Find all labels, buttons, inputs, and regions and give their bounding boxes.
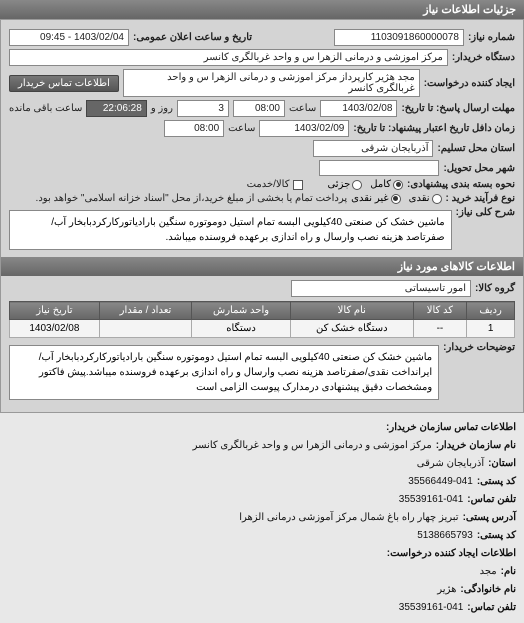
city-label: شهر محل تحویل: [443, 163, 515, 174]
radio-part[interactable]: جزئی [327, 179, 362, 190]
family-label: نام خانوادگی: [460, 581, 516, 598]
deadline-date: 1403/02/08 [320, 100, 397, 117]
need-no-label: شماره نیاز: [468, 32, 515, 43]
desc-text: ماشین خشک کن صنعتی 40کیلویی البسه تمام ا… [9, 210, 452, 250]
city-field [319, 160, 439, 176]
requester-field: مجد هژیر کارپرداز مرکز اموزشی و درمانی ا… [123, 69, 420, 97]
day-count: 3 [177, 100, 229, 117]
addr-value: تبریز چهار راه باغ شمال مرکز آموزشی درما… [239, 509, 458, 526]
radio-credit[interactable]: غیر نقدی [351, 193, 400, 204]
publish-field: 1403/02/04 - 09:45 [9, 29, 129, 46]
radio-part-dot [352, 180, 362, 190]
publish-label: تاریخ و ساعت اعلان عمومی: [133, 32, 252, 43]
radio-cash-dot [432, 194, 442, 204]
requester-label: ایجاد کننده درخواست: [424, 78, 515, 89]
validity-time: 08:00 [164, 120, 224, 137]
main-panel: شماره نیاز: 1103091860000078 تاریخ و ساع… [0, 19, 524, 413]
radio-cash[interactable]: نقدی [409, 193, 442, 204]
desc-label: شرح کلی نیاز: [456, 207, 515, 218]
need-no-field: 1103091860000078 [334, 29, 464, 46]
item-group-label: گروه کالا: [475, 283, 515, 294]
buyer-field: مرکز اموزشی و درمانی الزهرا س و واحد غرب… [9, 49, 448, 66]
post2-value: 5138665793 [417, 527, 473, 544]
tel2-label: تلفن تماس: [467, 599, 516, 616]
province-field: آذربایجان شرقی [313, 140, 433, 157]
buyer-notes: ماشین خشک کن صنعتی 40کیلویی البسه تمام ا… [9, 345, 439, 400]
table-header-row: ردیف کد کالا نام کالا واحد شمارش تعداد /… [10, 302, 515, 320]
validity-label: زمان دافل تاریخ اعتبار پیشنهاد: تا تاریخ… [353, 123, 515, 134]
panel-title: جزئیات اطلاعات نیاز [0, 0, 524, 19]
day-unit: روز و [151, 103, 173, 114]
radio-credit-label: غیر نقدی [351, 193, 388, 204]
cell-unit: دستگاه [192, 320, 291, 338]
remain-time: 22:06:28 [86, 100, 146, 117]
cell-row: 1 [467, 320, 515, 338]
col-name: نام کالا [290, 302, 413, 320]
radio-cash-label: نقدی [409, 193, 430, 204]
buyer-label: دستگاه خریدار: [452, 52, 515, 63]
col-qty: تعداد / مقدار [99, 302, 191, 320]
item-group-field: امور تاسیساتی [291, 280, 471, 297]
cell-qty [99, 320, 191, 338]
tel-value: 35539161-041 [399, 491, 464, 508]
radio-part-label: جزئی [327, 179, 350, 190]
cell-code: -- [413, 320, 467, 338]
deadline-label: مهلت ارسال پاسخ: تا تاریخ: [401, 103, 515, 114]
radio-full-label: کامل [370, 179, 391, 190]
radio-full-dot [393, 180, 403, 190]
col-date: تاریخ نیاز [10, 302, 100, 320]
pack-label: نحوه بسته بندی پیشنهادی: [407, 179, 515, 190]
col-row: ردیف [467, 302, 515, 320]
paymode-group: نقدی غیر نقدی [351, 193, 441, 204]
tel-label: تلفن تماس: [467, 491, 516, 508]
time-label-1: ساعت [289, 103, 316, 114]
name-label: نام: [501, 563, 516, 580]
contact-section: اطلاعات تماس سازمان خریدار: نام سازمان خ… [0, 413, 524, 623]
province2-label: استان: [488, 455, 516, 472]
province2-value: آذربایجان شرقی [417, 455, 484, 472]
validity-date: 1403/02/09 [259, 120, 349, 137]
addr-label: آدرس پستی: [463, 509, 516, 526]
province-label: استان محل تسلیم: [437, 143, 515, 154]
org-value: مرکز اموزشی و درمانی الزهرا س و واحد غرب… [193, 437, 432, 454]
post-value: 35566449-041 [408, 473, 473, 490]
org-label: نام سازمان خریدار: [436, 437, 516, 454]
buyer-notes-label: توضیحات خریدار: [443, 342, 515, 353]
cell-name: دستگاه خشک کن [290, 320, 413, 338]
tel2-value: 35539161-041 [399, 599, 464, 616]
table-row: 1 -- دستگاه خشک کن دستگاه 1403/02/08 [10, 320, 515, 338]
col-code: کد کالا [413, 302, 467, 320]
post2-label: کد پستی: [477, 527, 516, 544]
goods-header: اطلاعات کالاهای مورد نیاز [1, 257, 523, 276]
cash-label: کالا/خدمت [247, 179, 290, 190]
radio-credit-dot [391, 194, 401, 204]
radio-full[interactable]: کامل [370, 179, 403, 190]
items-table: ردیف کد کالا نام کالا واحد شمارش تعداد /… [9, 301, 515, 338]
name-value: مجد [480, 563, 497, 580]
post-label: کد پستی: [477, 473, 516, 490]
deadline-time: 08:00 [233, 100, 285, 117]
pack-radio-group: کامل جزئی [327, 179, 403, 190]
cash-checkbox[interactable] [293, 180, 303, 190]
contact-button[interactable]: اطلاعات تماس خریدار [9, 75, 119, 92]
family-value: هژیر [437, 581, 456, 598]
remain-label: ساعت باقی مانده [9, 103, 82, 114]
paymode-label: نوع فرآیند خرید : [446, 193, 515, 204]
cell-date: 1403/02/08 [10, 320, 100, 338]
col-unit: واحد شمارش [192, 302, 291, 320]
req-header: اطلاعات ایجاد کننده درخواست: [8, 545, 516, 562]
time-label-2: ساعت [228, 123, 255, 134]
contact-header: اطلاعات تماس سازمان خریدار: [8, 419, 516, 436]
payment-note: پرداخت تمام یا بخشی از مبلغ خرید،از محل … [36, 193, 348, 204]
